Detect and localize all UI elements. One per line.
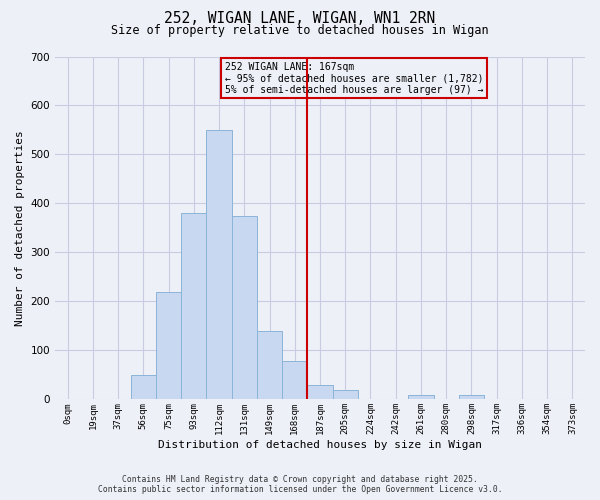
Text: Contains HM Land Registry data © Crown copyright and database right 2025.
Contai: Contains HM Land Registry data © Crown c… <box>98 474 502 494</box>
Bar <box>282 361 307 400</box>
Bar <box>206 130 232 400</box>
Bar <box>181 214 206 400</box>
Bar <box>156 292 181 400</box>
Bar <box>409 396 434 400</box>
Text: 252 WIGAN LANE: 167sqm
← 95% of detached houses are smaller (1,782)
5% of semi-d: 252 WIGAN LANE: 167sqm ← 95% of detached… <box>224 62 483 95</box>
Bar <box>459 396 484 400</box>
Bar <box>131 375 156 400</box>
Bar <box>232 216 257 400</box>
X-axis label: Distribution of detached houses by size in Wigan: Distribution of detached houses by size … <box>158 440 482 450</box>
Text: Size of property relative to detached houses in Wigan: Size of property relative to detached ho… <box>111 24 489 37</box>
Y-axis label: Number of detached properties: Number of detached properties <box>15 130 25 326</box>
Bar <box>332 390 358 400</box>
Bar <box>257 331 282 400</box>
Text: 252, WIGAN LANE, WIGAN, WN1 2RN: 252, WIGAN LANE, WIGAN, WN1 2RN <box>164 11 436 26</box>
Bar <box>307 384 332 400</box>
